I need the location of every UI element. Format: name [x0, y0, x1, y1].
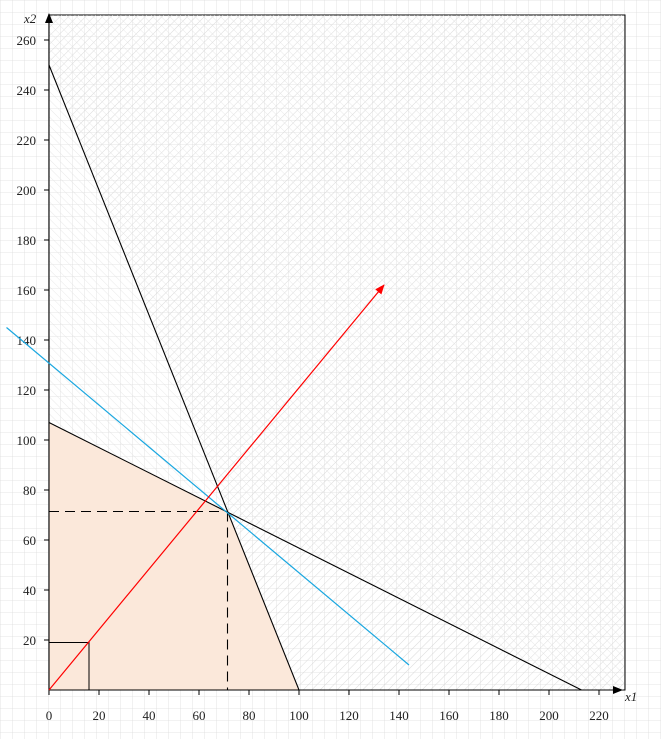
- y-tick-label: 120: [17, 383, 37, 398]
- x-tick-label: 20: [93, 708, 106, 723]
- x-tick-label: 40: [143, 708, 156, 723]
- y-tick-label: 60: [23, 533, 36, 548]
- y-tick-label: 20: [23, 633, 36, 648]
- y-tick-label: 140: [17, 333, 37, 348]
- x-tick-label: 60: [193, 708, 206, 723]
- y-tick-label: 200: [17, 183, 37, 198]
- y-tick-label: 240: [17, 83, 37, 98]
- x-tick-label: 160: [439, 708, 459, 723]
- x-tick-label: 100: [289, 708, 309, 723]
- objective-line: [6, 327, 410, 666]
- y-tick-label: 260: [17, 33, 37, 48]
- gradient-vector: [48, 284, 385, 691]
- y-tick-label: 220: [17, 133, 37, 148]
- x-tick-label: 80: [243, 708, 256, 723]
- x-tick-label: 0: [46, 708, 53, 723]
- y-tick-label: 180: [17, 233, 37, 248]
- y-tick-label: 80: [23, 483, 36, 498]
- x-tick-label: 220: [589, 708, 609, 723]
- x-axis-label: x1: [624, 689, 637, 704]
- y-tick-label: 100: [17, 433, 37, 448]
- infeasible-region-hatch-2: [49, 15, 624, 690]
- x-tick-label: 180: [489, 708, 509, 723]
- feasible-region: [49, 422, 299, 690]
- x-tick-label: 200: [539, 708, 559, 723]
- y-axis-label: x2: [23, 11, 37, 26]
- x-tick-label: 140: [389, 708, 409, 723]
- y-tick-label: 40: [23, 583, 36, 598]
- constraint-line-1: [49, 64, 300, 690]
- y-tick-label: 160: [17, 283, 37, 298]
- x-tick-label: 120: [339, 708, 359, 723]
- constraint-line-2: [49, 422, 582, 690]
